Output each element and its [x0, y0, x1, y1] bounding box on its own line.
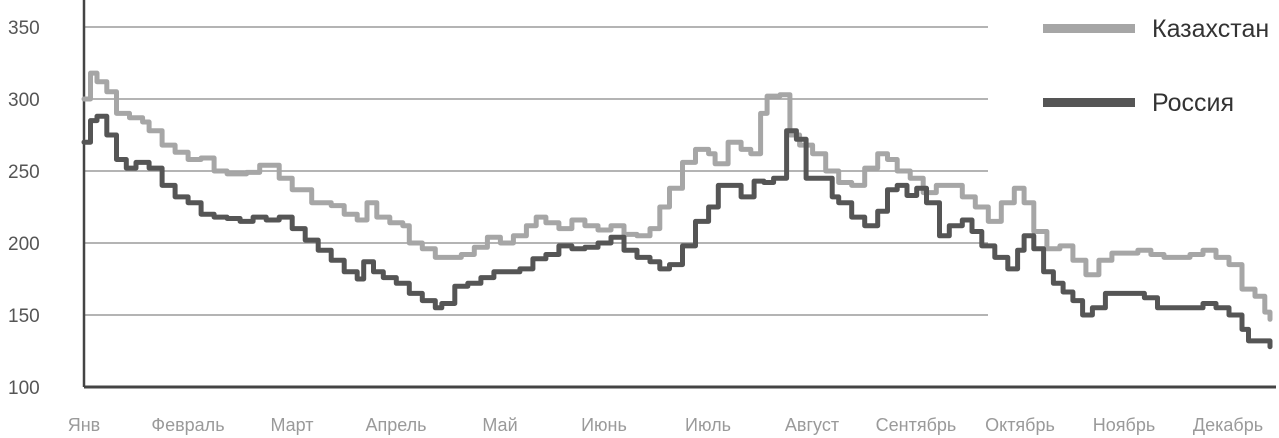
legend-swatch: [1043, 98, 1135, 107]
x-tick-label: Декабрь: [1193, 415, 1263, 435]
legend-label: Казахстан: [1152, 15, 1269, 43]
x-tick-label: Июль: [685, 415, 731, 435]
series-line-kazakhstan: [81, 70, 1273, 322]
y-tick-label: 350: [8, 18, 40, 39]
x-tick-label: Август: [785, 415, 839, 435]
y-tick-label: 150: [8, 306, 40, 327]
y-tick-label: 250: [8, 162, 40, 183]
series-lines: [81, 70, 1273, 350]
x-tick-label: Янв: [68, 415, 101, 435]
x-tick-label: Май: [482, 415, 517, 435]
legend-swatch: [1043, 24, 1135, 33]
y-tick-label: 100: [8, 378, 40, 399]
x-tick-label: Июнь: [581, 415, 627, 435]
x-tick-label: Октябрь: [985, 415, 1055, 435]
y-tick-label: 200: [8, 234, 40, 255]
grid-lines: [84, 26, 988, 316]
series-line-russia: [81, 113, 1273, 350]
x-tick-labels: Янв Февраль Март Апрель Май Июнь Июль Август Сен…: [68, 415, 1263, 435]
legend: Казахстан Россия: [1043, 15, 1269, 117]
y-tick-labels: 100 150 200 250 300 350: [8, 18, 40, 399]
x-tick-label: Ноябрь: [1093, 415, 1155, 435]
x-tick-label: Февраль: [151, 415, 224, 435]
y-tick-label: 300: [8, 90, 40, 111]
x-tick-label: Март: [270, 415, 313, 435]
x-tick-label: Апрель: [365, 415, 426, 435]
legend-label: Россия: [1152, 89, 1234, 117]
x-tick-label: Сентябрь: [876, 415, 957, 435]
